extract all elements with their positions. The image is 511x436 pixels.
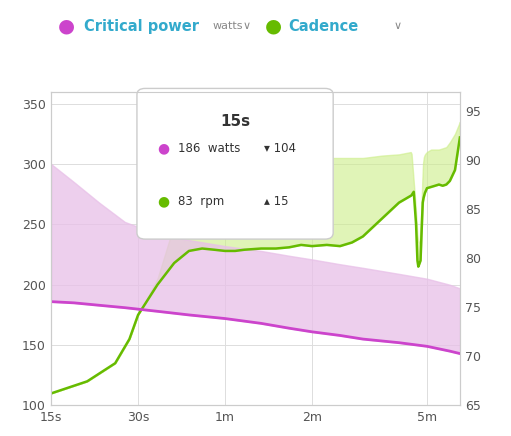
Text: Cadence: Cadence [289,19,359,34]
Text: watts: watts [212,21,243,31]
Text: ▾ 104: ▾ 104 [264,142,296,155]
FancyBboxPatch shape [137,89,333,239]
Text: ●: ● [265,17,282,36]
Text: ●: ● [157,141,170,155]
Text: Critical power: Critical power [84,19,199,34]
Text: ∨: ∨ [393,21,402,31]
Text: 186  watts: 186 watts [178,142,240,155]
Text: ∨: ∨ [243,21,251,31]
Text: ●: ● [58,17,75,36]
Text: 83  rpm: 83 rpm [178,195,224,208]
Text: ▴ 15: ▴ 15 [264,195,288,208]
Text: 15s: 15s [220,113,250,129]
Text: ●: ● [157,194,170,208]
